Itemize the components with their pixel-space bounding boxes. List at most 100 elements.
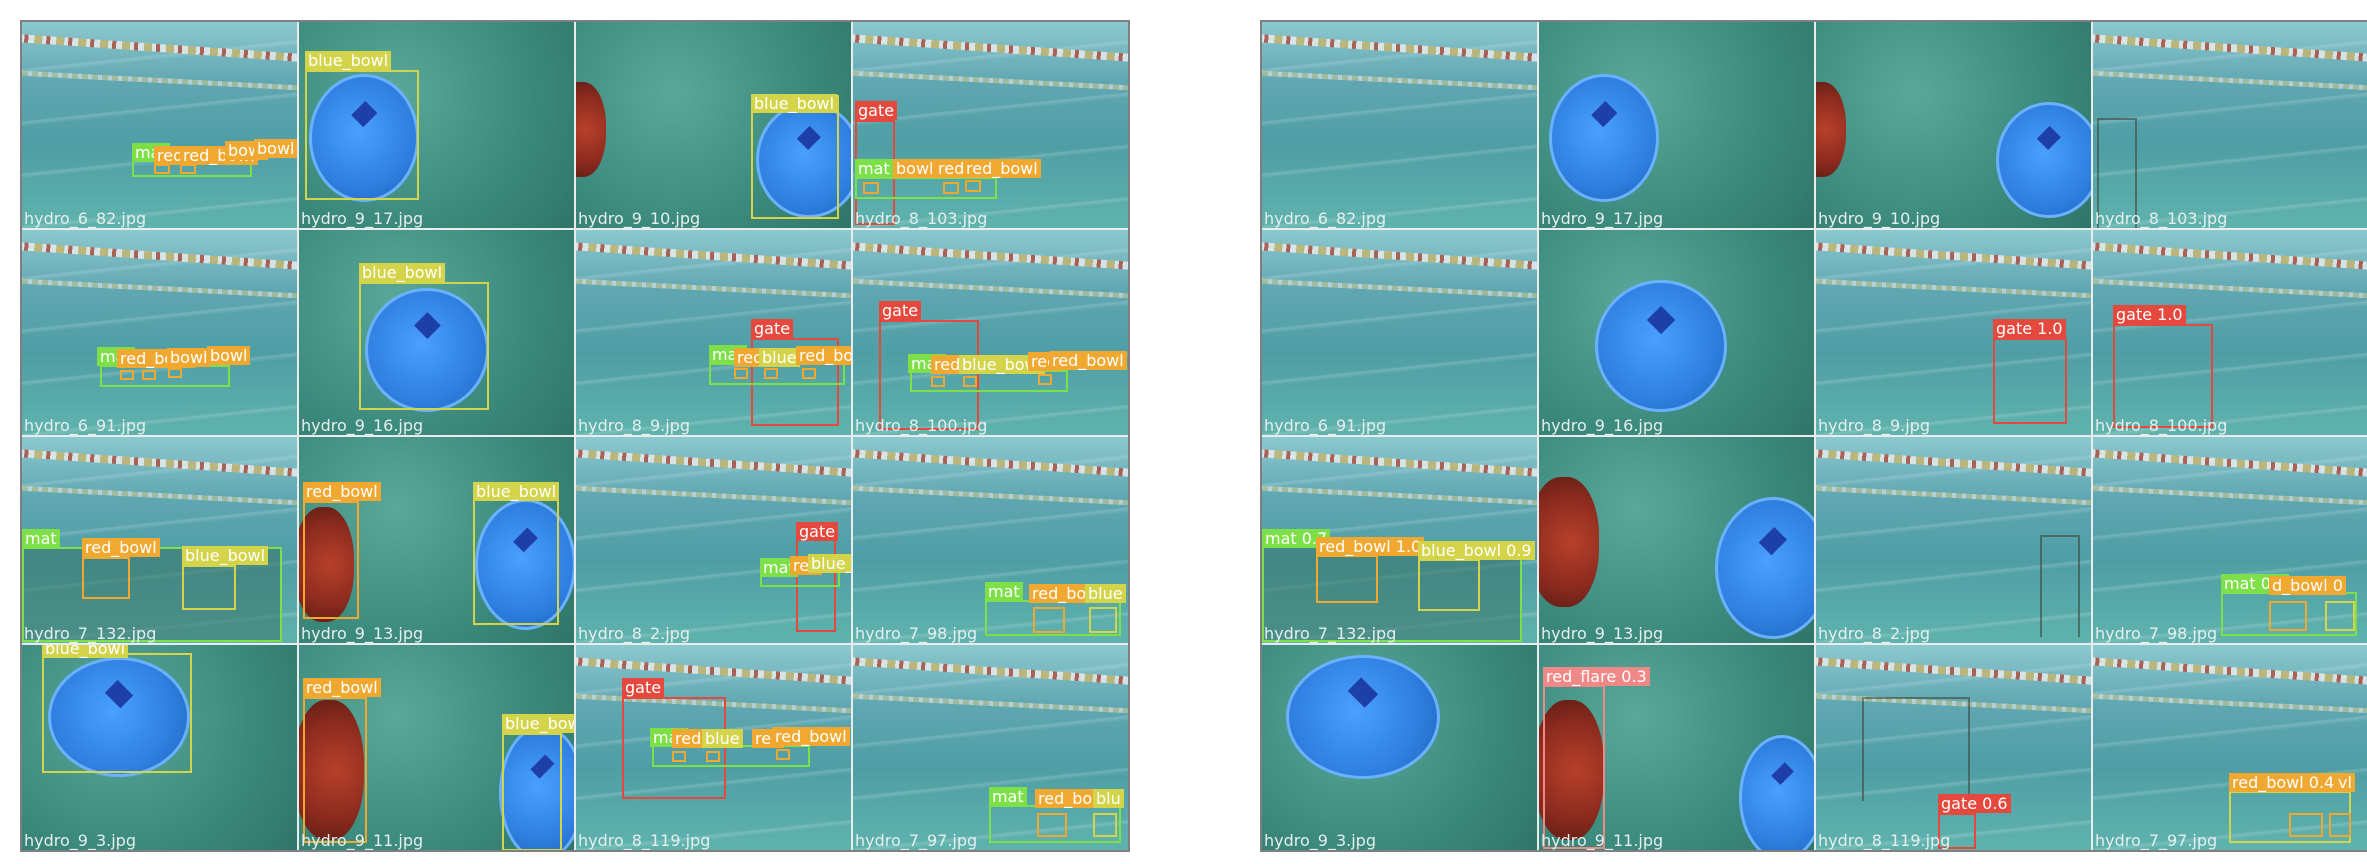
- bbox-blue-bowl: [473, 499, 559, 625]
- label-blue-bowl: blue_bowl: [359, 262, 446, 282]
- bbox-red-bowl: [82, 557, 130, 599]
- image-tile: gate mat bowl red red_bowl hydro_8_103.j…: [853, 22, 1128, 228]
- image-filename: hydro_8_9.jpg: [1818, 416, 1930, 435]
- label-gate: gate 1.0: [1993, 318, 2066, 338]
- bbox-red-bowl: [1037, 812, 1067, 837]
- label-mat: mat: [989, 786, 1027, 806]
- image-filename: hydro_9_3.jpg: [1264, 831, 1376, 850]
- gate-object: [1862, 696, 1970, 801]
- label-mat: mat: [985, 582, 1023, 601]
- red-bowl-object: [1539, 699, 1604, 840]
- bbox-mat: [855, 177, 997, 199]
- bbox-red-bowl: [802, 367, 816, 379]
- gate-object: [2040, 535, 2080, 637]
- image-filename: hydro_9_17.jpg: [1541, 208, 1664, 228]
- bbox-red-bowl: [943, 182, 959, 194]
- bbox-red-bowl: [672, 750, 686, 762]
- image-tile: blue_bowl hydro_9_17.jpg: [299, 22, 574, 228]
- label-red-bowl: red_bowl: [303, 677, 381, 697]
- label-blue-bowl: blue_bowl: [959, 354, 1046, 374]
- label-red: red: [935, 159, 968, 178]
- image-filename: hydro_7_132.jpg: [24, 623, 157, 643]
- bbox-red-bowl: [142, 369, 156, 380]
- image-tile: hydro_9_3.jpg: [1262, 644, 1537, 850]
- image-filename: hydro_9_3.jpg: [24, 831, 136, 850]
- image-tile: gate mat red blue_bowl red red_bowl hydr…: [853, 229, 1128, 435]
- bbox-blue-bowl: [182, 565, 236, 610]
- bbox-blue-bowl: [1093, 812, 1117, 837]
- bbox-red-bowl: [154, 164, 170, 174]
- label-red: red: [931, 354, 964, 374]
- image-filename: hydro_8_9.jpg: [578, 416, 690, 435]
- label-red: red: [672, 728, 705, 748]
- label-bowl: bowl: [167, 347, 211, 367]
- image-filename: hydro_7_98.jpg: [855, 623, 978, 643]
- bbox-gate: [622, 696, 726, 799]
- image-tile: hydro_9_16.jpg: [1539, 229, 1814, 435]
- image-filename: hydro_9_13.jpg: [301, 623, 424, 643]
- image-tile: mat red_bowl red_bowl bowl bowl hydro_6_…: [22, 22, 297, 228]
- image-tile: hydro_6_82.jpg: [1262, 22, 1537, 228]
- image-filename: hydro_8_103.jpg: [855, 208, 988, 228]
- label-gate: gate: [879, 300, 922, 320]
- label-blue-bowl: blue_bowl 0.9: [1418, 541, 1535, 560]
- bbox-blue-bowl: [2325, 601, 2355, 631]
- image-filename: hydro_9_16.jpg: [301, 416, 424, 435]
- red-bowl-object: [299, 699, 364, 840]
- image-tile: red_bowl 0.4 vl hydro_7_97.jpg: [2093, 644, 2367, 850]
- label-gate: gate 0.6: [1938, 793, 2011, 813]
- blue-bowl-object: [1996, 102, 2091, 218]
- image-filename: hydro_7_97.jpg: [855, 831, 978, 850]
- blue-bowl-object: [1595, 279, 1727, 412]
- image-tile: blue_bowl hydro_9_10.jpg: [576, 22, 851, 228]
- label-mat: mat 0.7: [1262, 529, 1331, 548]
- image-tile: gate mat red blue red red_bowl hydro_8_1…: [576, 644, 851, 850]
- label-bowl: bowl: [207, 345, 251, 365]
- label-red-bowl: red_bowl 1.0: [1316, 537, 1425, 556]
- label-blue-bowl: blue_bowl: [808, 554, 851, 573]
- image-filename: hydro_9_16.jpg: [1541, 416, 1664, 435]
- label-bowl: bowl: [254, 139, 297, 158]
- label-mat: mat: [22, 529, 60, 548]
- bbox-red-bowl: [2329, 812, 2351, 837]
- label-mat: mat: [855, 159, 893, 178]
- bbox-gate: [751, 337, 839, 426]
- image-filename: hydro_6_82.jpg: [1264, 208, 1387, 228]
- bbox-red-bowl: [764, 367, 778, 379]
- image-tile: hydro_9_10.jpg: [1816, 22, 2091, 228]
- label-blue: blue: [702, 728, 743, 748]
- bbox-red-bowl: [863, 182, 879, 194]
- label-blue-bowl: blue_bowl: [305, 51, 392, 70]
- image-tile: mat 0.7 d_bowl 0 hydro_7_98.jpg: [2093, 437, 2367, 643]
- image-tile: red_bowl blue_bowl hydro_9_13.jpg: [299, 437, 574, 643]
- image-tile: hydro_9_17.jpg: [1539, 22, 1814, 228]
- image-filename: hydro_7_132.jpg: [1264, 623, 1397, 643]
- image-filename: hydro_8_2.jpg: [1818, 623, 1930, 643]
- image-tile: mat red_bo blu hydro_7_97.jpg: [853, 644, 1128, 850]
- red-bowl-object: [1816, 82, 1846, 177]
- image-filename: hydro_8_2.jpg: [578, 623, 690, 643]
- bbox-red-bowl: [180, 164, 196, 174]
- red-bowl-object: [576, 82, 606, 177]
- image-filename: hydro_7_97.jpg: [2095, 831, 2218, 850]
- label-blu: blu: [1093, 788, 1124, 808]
- bbox-red-bowl: [303, 501, 359, 619]
- bbox-red-bowl: [776, 748, 790, 760]
- blue-bowl-object: [1549, 74, 1659, 202]
- image-filename: hydro_8_100.jpg: [2095, 416, 2228, 435]
- image-tile: blue_bowl hydro_9_3.jpg: [22, 644, 297, 850]
- label-red-bowl: red_bowl: [963, 159, 1041, 178]
- label-mat: mat: [760, 558, 798, 577]
- label-blue: blue: [1085, 584, 1126, 603]
- red-bowl-object: [299, 507, 354, 622]
- image-tile: gate mat red blue red_bowl hydro_8_9.jpg: [576, 229, 851, 435]
- bbox-gate: [1993, 337, 2067, 424]
- image-tile: mat red_bowl bowl bowl hydro_6_91.jpg: [22, 229, 297, 435]
- predictions-mosaic: hydro_6_82.jpg hydro_9_17.jpg hydro_9_10…: [1260, 20, 2367, 852]
- label-gate: gate 1.0: [2113, 304, 2186, 324]
- image-filename: hydro_7_98.jpg: [2095, 623, 2218, 643]
- bbox-red-bowl: [1038, 373, 1052, 385]
- image-tile: gate 0.6 hydro_8_119.jpg: [1816, 644, 2091, 850]
- bbox-red-bowl: [734, 367, 748, 379]
- image-filename: hydro_9_10.jpg: [578, 208, 701, 228]
